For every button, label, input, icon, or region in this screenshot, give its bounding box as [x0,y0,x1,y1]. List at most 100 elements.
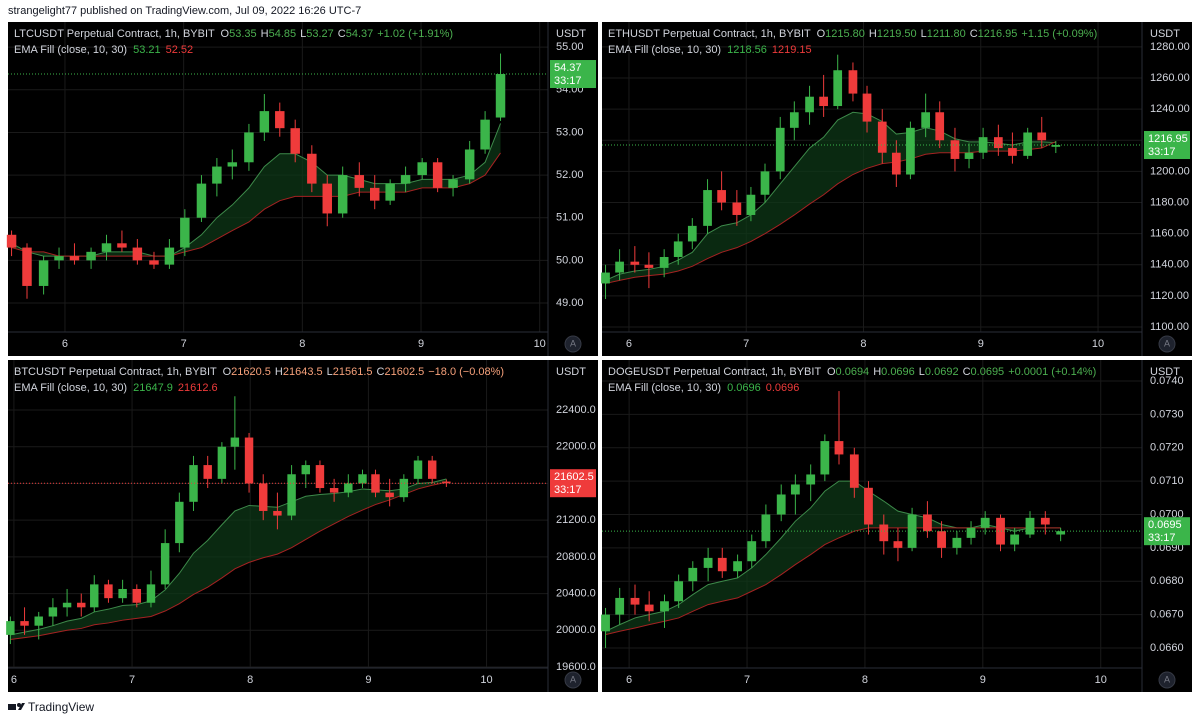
candle-body [966,527,976,538]
candle-body [1037,132,1047,141]
autoscale-button[interactable]: A [570,338,576,348]
candle-body [952,537,962,548]
ohlc-key: O [827,366,836,378]
candle-body [644,604,654,612]
ema-slow-line [10,481,447,640]
candle-body [806,474,816,485]
last-price-box [1144,517,1190,546]
y-tick-label: 1160.00 [1150,228,1189,240]
ema-slow-value: 0.0696 [766,382,800,394]
candle-body [160,543,170,585]
candle-body [993,137,1003,149]
candle-body [400,175,411,184]
ohlc-key: L [300,28,306,40]
countdown-label: 33:17 [1148,532,1176,544]
candle-body [849,454,859,488]
x-tick-label: 8 [860,338,866,350]
candle-body [369,187,380,201]
candle-body [1025,517,1035,535]
ohlc-key: L [327,366,333,378]
autoscale-button[interactable]: A [1164,338,1170,348]
symbol-title: DOGEUSDT Perpetual Contract, 1h, BYBIT [608,366,821,378]
ohlc-key: C [377,366,385,378]
indicator-legend: EMA Fill (close, 10, 30) 53.21 52.52 [14,44,193,56]
indicator-name: EMA Fill (close, 10, 30) [14,382,127,394]
candle-body [747,541,757,562]
autoscale-button[interactable]: A [570,674,576,684]
candle-body [385,183,395,201]
candle-body [819,96,828,107]
footer: TradingView [28,700,94,714]
y-tick-label: 0.0730 [1150,408,1184,420]
candle-body [921,112,931,128]
ohlc-value: 0.0695 [971,366,1005,378]
y-tick-label: 50.00 [556,254,584,266]
candle-body [117,243,127,248]
x-tick-label: 9 [978,338,984,350]
ohlc-value: 0.0694 [836,366,870,378]
ema-slow-line [605,527,1061,636]
candle-body [132,247,143,261]
candle-body [180,217,190,248]
countdown-label: 33:17 [554,484,582,496]
change-value: −18.0 (−0.08%) [428,366,504,378]
price-axis-unit: USDT [556,28,586,40]
ohlc-value: 21643.5 [283,366,323,378]
candle-body [344,483,353,493]
price-axis-unit: USDT [1150,28,1180,40]
chart-panel: 1100.00 1120.00 1140.00 1160.00 1180.00 1200.… [601,22,1192,356]
x-tick-label: 7 [744,674,750,686]
candle-body [950,140,960,159]
y-tick-label: 49.00 [556,297,584,309]
y-tick-label: 0.0660 [1150,642,1184,654]
candle-body [495,74,506,118]
candle-body [893,541,903,548]
candle-body [62,602,72,608]
candle-body [146,584,156,603]
candle-body [760,171,770,195]
candle-body [746,194,756,215]
last-price-box [550,469,596,498]
candle-body [149,260,159,265]
candle-body [615,597,625,615]
candle-body [203,465,212,479]
candle-body [230,437,240,447]
ohlc-value: 54.37 [346,28,374,40]
candle-body [833,70,843,107]
x-tick-label: 8 [299,338,305,350]
last-price-label: 54.37 [554,62,582,74]
candle-body [996,517,1005,545]
candle-body [805,96,814,113]
candle-body [189,465,198,502]
candle-body [820,441,830,475]
candle-body [601,614,610,632]
candle-body [630,597,640,605]
ohlc-key: L [919,366,925,378]
ohlc-key: C [970,28,978,40]
candle-body [427,460,437,479]
y-tick-label: 55.00 [556,41,584,53]
candle-body [20,621,29,626]
x-tick-label: 8 [247,674,253,686]
candle-body [6,621,15,635]
y-tick-label: 1180.00 [1150,196,1189,208]
y-tick-label: 1260.00 [1150,72,1190,84]
candle-body [448,179,458,188]
y-tick-label: 1240.00 [1150,103,1190,115]
candle-body [244,437,254,484]
y-tick-label: 20000.0 [556,624,596,636]
candle-body [775,127,785,172]
x-tick-label: 9 [418,338,424,350]
candle-body [329,488,339,493]
header: strangelight77 published on TradingView.… [8,5,361,17]
countdown-label: 33:17 [1148,146,1176,158]
candle-body [1023,132,1033,156]
tradingview-logo [8,703,25,710]
legend-line: ETHUSDT Perpetual Contract, 1h, BYBIT O12… [608,28,1097,40]
ema-slow-value: 52.52 [166,44,194,56]
candle-body [307,153,317,184]
candle-body [761,514,771,542]
ohlc-value: 0.0696 [881,366,915,378]
autoscale-button[interactable]: A [1164,674,1170,684]
